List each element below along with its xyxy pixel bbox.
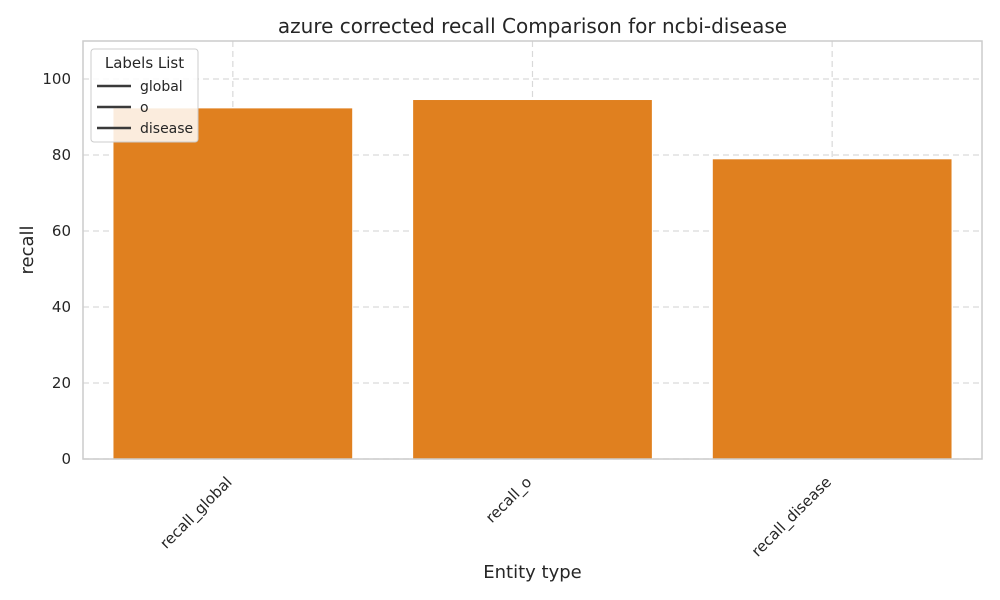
legend-label-o: o: [140, 100, 149, 116]
bar-recall_global: [112, 107, 354, 460]
y-tick-label: 80: [52, 146, 71, 164]
legend-label-disease: disease: [140, 121, 193, 137]
legend-box: [90, 48, 199, 143]
y-tick-label: 40: [52, 298, 71, 316]
y-tick-label: 20: [52, 374, 71, 392]
legend-title: Labels List: [105, 54, 184, 72]
y-tick-label: 60: [52, 222, 71, 240]
legend-label-global: global: [140, 79, 183, 95]
bar-recall_disease: [711, 158, 953, 460]
y-axis-label: recall: [17, 225, 38, 274]
bar-recall_o: [412, 99, 653, 460]
x-tick-label: recall_o: [482, 473, 536, 527]
x-axis-label: Entity type: [483, 562, 581, 583]
chart-title: azure corrected recall Comparison for nc…: [278, 14, 787, 38]
y-tick-label: 0: [61, 450, 71, 468]
y-tick-label: 100: [42, 70, 71, 88]
plot-frame: [82, 40, 983, 460]
x-tick-labels: recall_global recall_o recall_disease: [156, 473, 835, 561]
legend-entries: global o disease: [97, 79, 193, 137]
x-tick-label: recall_disease: [748, 473, 836, 561]
bars: [112, 99, 953, 460]
y-tick-labels: 0 20 40 60 80 100: [42, 70, 71, 468]
x-tick-label: recall_global: [156, 473, 236, 553]
legend: Labels List global o disease: [90, 48, 199, 143]
